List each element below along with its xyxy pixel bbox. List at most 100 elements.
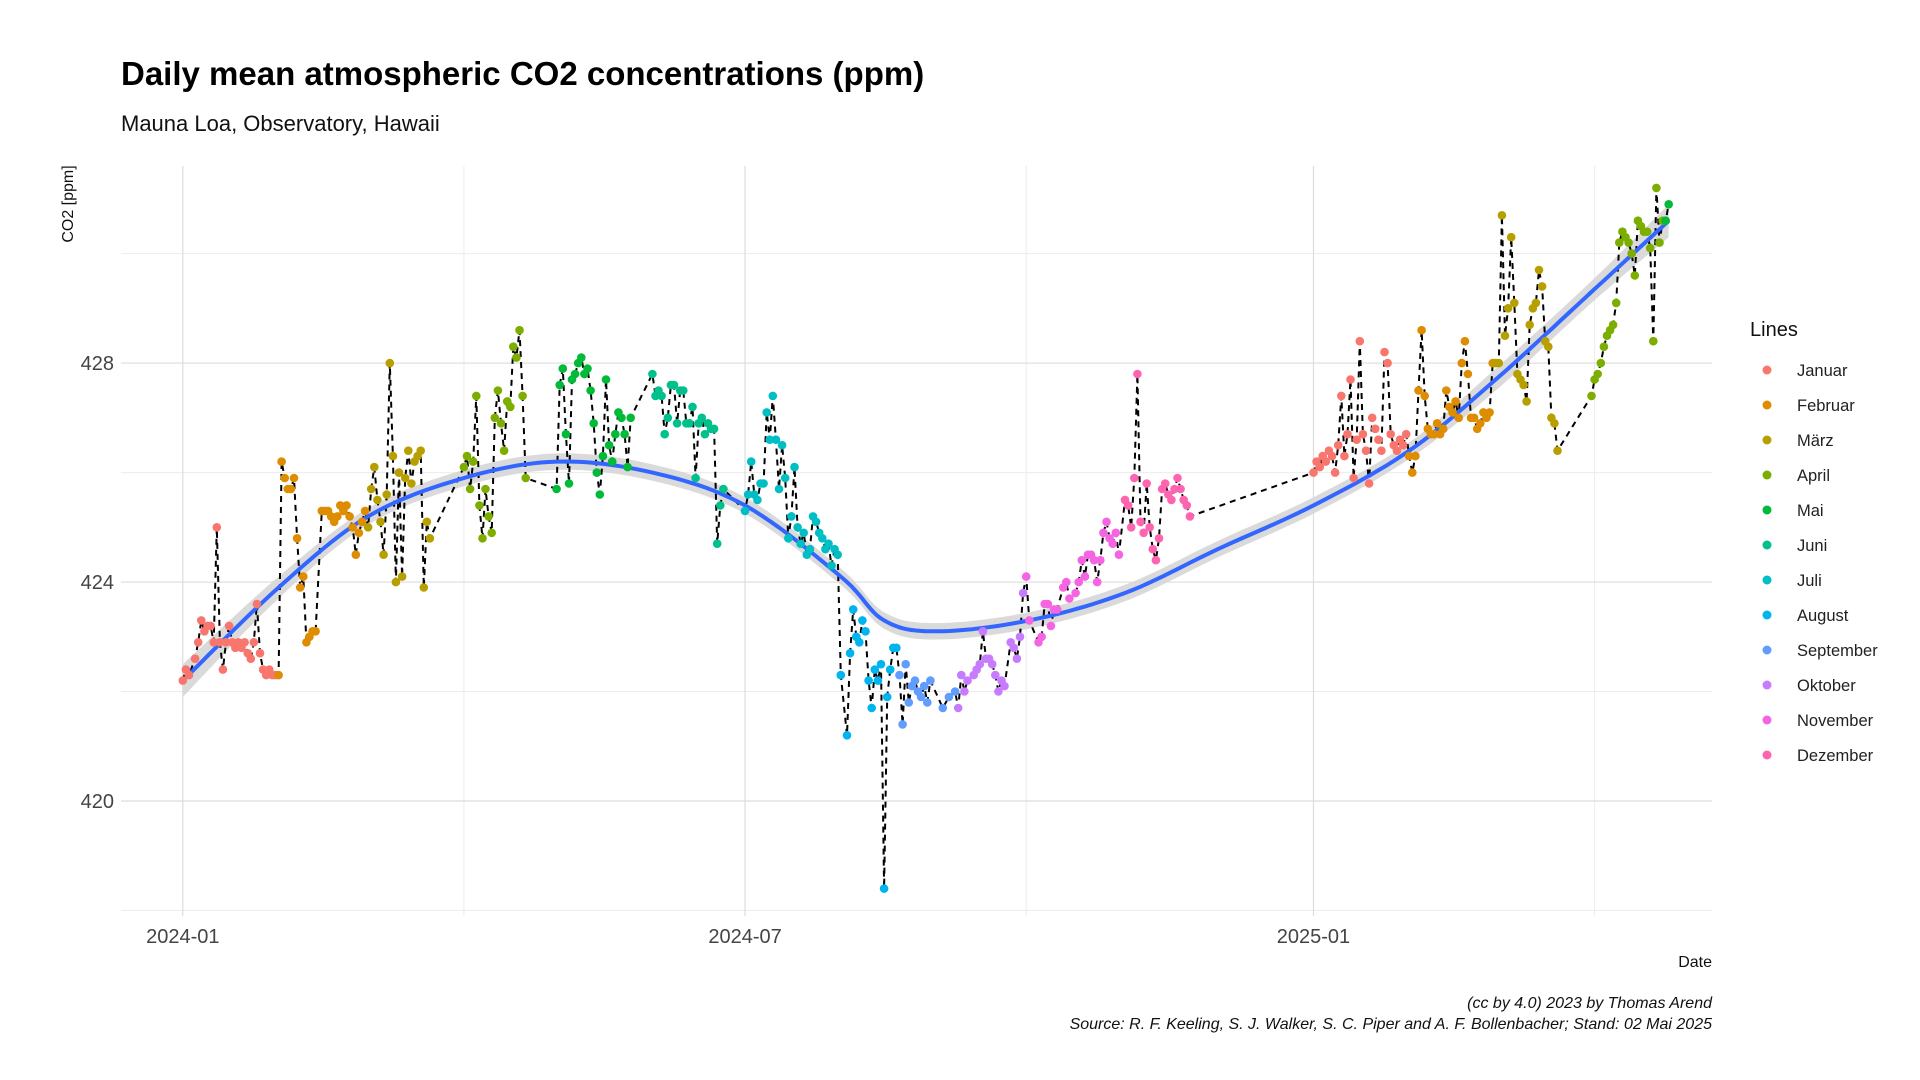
data-point <box>845 648 855 658</box>
data-point <box>391 577 401 587</box>
data-point <box>1099 528 1108 538</box>
data-point <box>712 539 722 548</box>
data-point <box>1377 446 1386 456</box>
data-point <box>564 479 574 488</box>
data-point <box>1463 369 1473 379</box>
data-point <box>472 391 481 401</box>
data-point <box>394 468 404 477</box>
data-point <box>1411 451 1420 461</box>
data-point <box>765 435 775 445</box>
y-tick-label: 420 <box>81 791 114 813</box>
data-point <box>1469 413 1479 423</box>
data-point <box>376 517 385 527</box>
data-point <box>1327 451 1337 461</box>
data-point <box>299 572 308 581</box>
data-point <box>1380 347 1389 357</box>
legend-key <box>1762 610 1772 620</box>
data-point <box>1015 632 1025 642</box>
data-point <box>1624 238 1633 247</box>
data-point <box>462 451 472 461</box>
data-point <box>1371 424 1380 434</box>
data-point <box>286 484 296 494</box>
y-tick-label: 428 <box>81 353 114 375</box>
data-point <box>342 501 351 510</box>
data-point <box>499 446 509 456</box>
data-point <box>700 429 710 439</box>
data-point <box>1154 534 1164 543</box>
data-point <box>1408 468 1417 477</box>
legend-item-label: November <box>1797 712 1874 730</box>
data-point <box>1537 282 1547 291</box>
data-point <box>827 561 836 570</box>
data-point <box>1130 473 1139 483</box>
data-point <box>333 512 342 521</box>
data-point <box>1092 577 1102 587</box>
data-point <box>274 670 283 680</box>
data-point <box>1522 397 1531 406</box>
data-point <box>1645 243 1655 253</box>
data-point <box>1460 336 1470 346</box>
data-point <box>425 534 435 543</box>
legend-item-label: April <box>1797 467 1830 485</box>
data-point <box>552 484 561 494</box>
axis-ticks: 420 424 428 2024-01 2024-07 2025-01 <box>81 353 1351 948</box>
data-point <box>388 451 398 461</box>
data-point <box>360 506 370 516</box>
data-point <box>1367 413 1377 423</box>
data-point <box>836 670 846 680</box>
data-point <box>716 501 725 510</box>
data-point <box>870 665 880 674</box>
data-point <box>407 479 416 488</box>
data-point <box>740 506 750 516</box>
data-point <box>1364 479 1374 488</box>
data-point <box>366 484 376 494</box>
data-point <box>1009 643 1019 653</box>
data-point <box>790 462 799 472</box>
data-point <box>648 369 657 379</box>
data-point <box>1438 424 1448 434</box>
data-point <box>246 654 256 663</box>
data-point <box>904 698 914 707</box>
data-point <box>280 473 290 483</box>
legend-key <box>1762 505 1772 515</box>
data-point <box>923 698 932 707</box>
data-point <box>663 413 673 423</box>
data-point <box>895 670 904 680</box>
legend-key <box>1762 645 1772 655</box>
data-point <box>1025 616 1034 625</box>
chart-title: Daily mean atmospheric CO2 concentration… <box>121 55 924 92</box>
data-point <box>1374 435 1383 445</box>
data-point <box>1170 484 1179 494</box>
chart-subtitle: Mauna Loa, Observatory, Hawaii <box>121 111 440 136</box>
data-point <box>691 473 700 483</box>
data-point <box>422 517 432 527</box>
data-point <box>1355 336 1365 346</box>
x-tick-label: 2024-07 <box>708 926 781 948</box>
data-point <box>719 484 728 494</box>
data-point <box>277 457 286 466</box>
data-point <box>484 512 493 521</box>
data-point <box>197 616 206 625</box>
data-point <box>950 687 960 696</box>
data-point <box>357 517 367 527</box>
data-point <box>1160 479 1170 488</box>
data-point <box>558 364 568 373</box>
data-point <box>481 484 490 494</box>
data-point <box>487 528 497 538</box>
data-point <box>351 550 361 559</box>
data-point <box>1429 429 1439 439</box>
data-point <box>1052 605 1062 614</box>
data-point <box>1111 528 1121 538</box>
data-point <box>1037 632 1046 642</box>
data-point <box>1021 572 1031 581</box>
data-point <box>1080 572 1090 581</box>
legend-item-label: August <box>1797 607 1849 625</box>
data-point <box>876 659 886 669</box>
data-point <box>991 670 1000 680</box>
data-point <box>1321 457 1331 466</box>
data-point <box>793 523 802 532</box>
data-point <box>848 605 858 614</box>
data-point <box>657 391 666 401</box>
data-point <box>570 369 580 379</box>
data-point <box>583 364 592 373</box>
